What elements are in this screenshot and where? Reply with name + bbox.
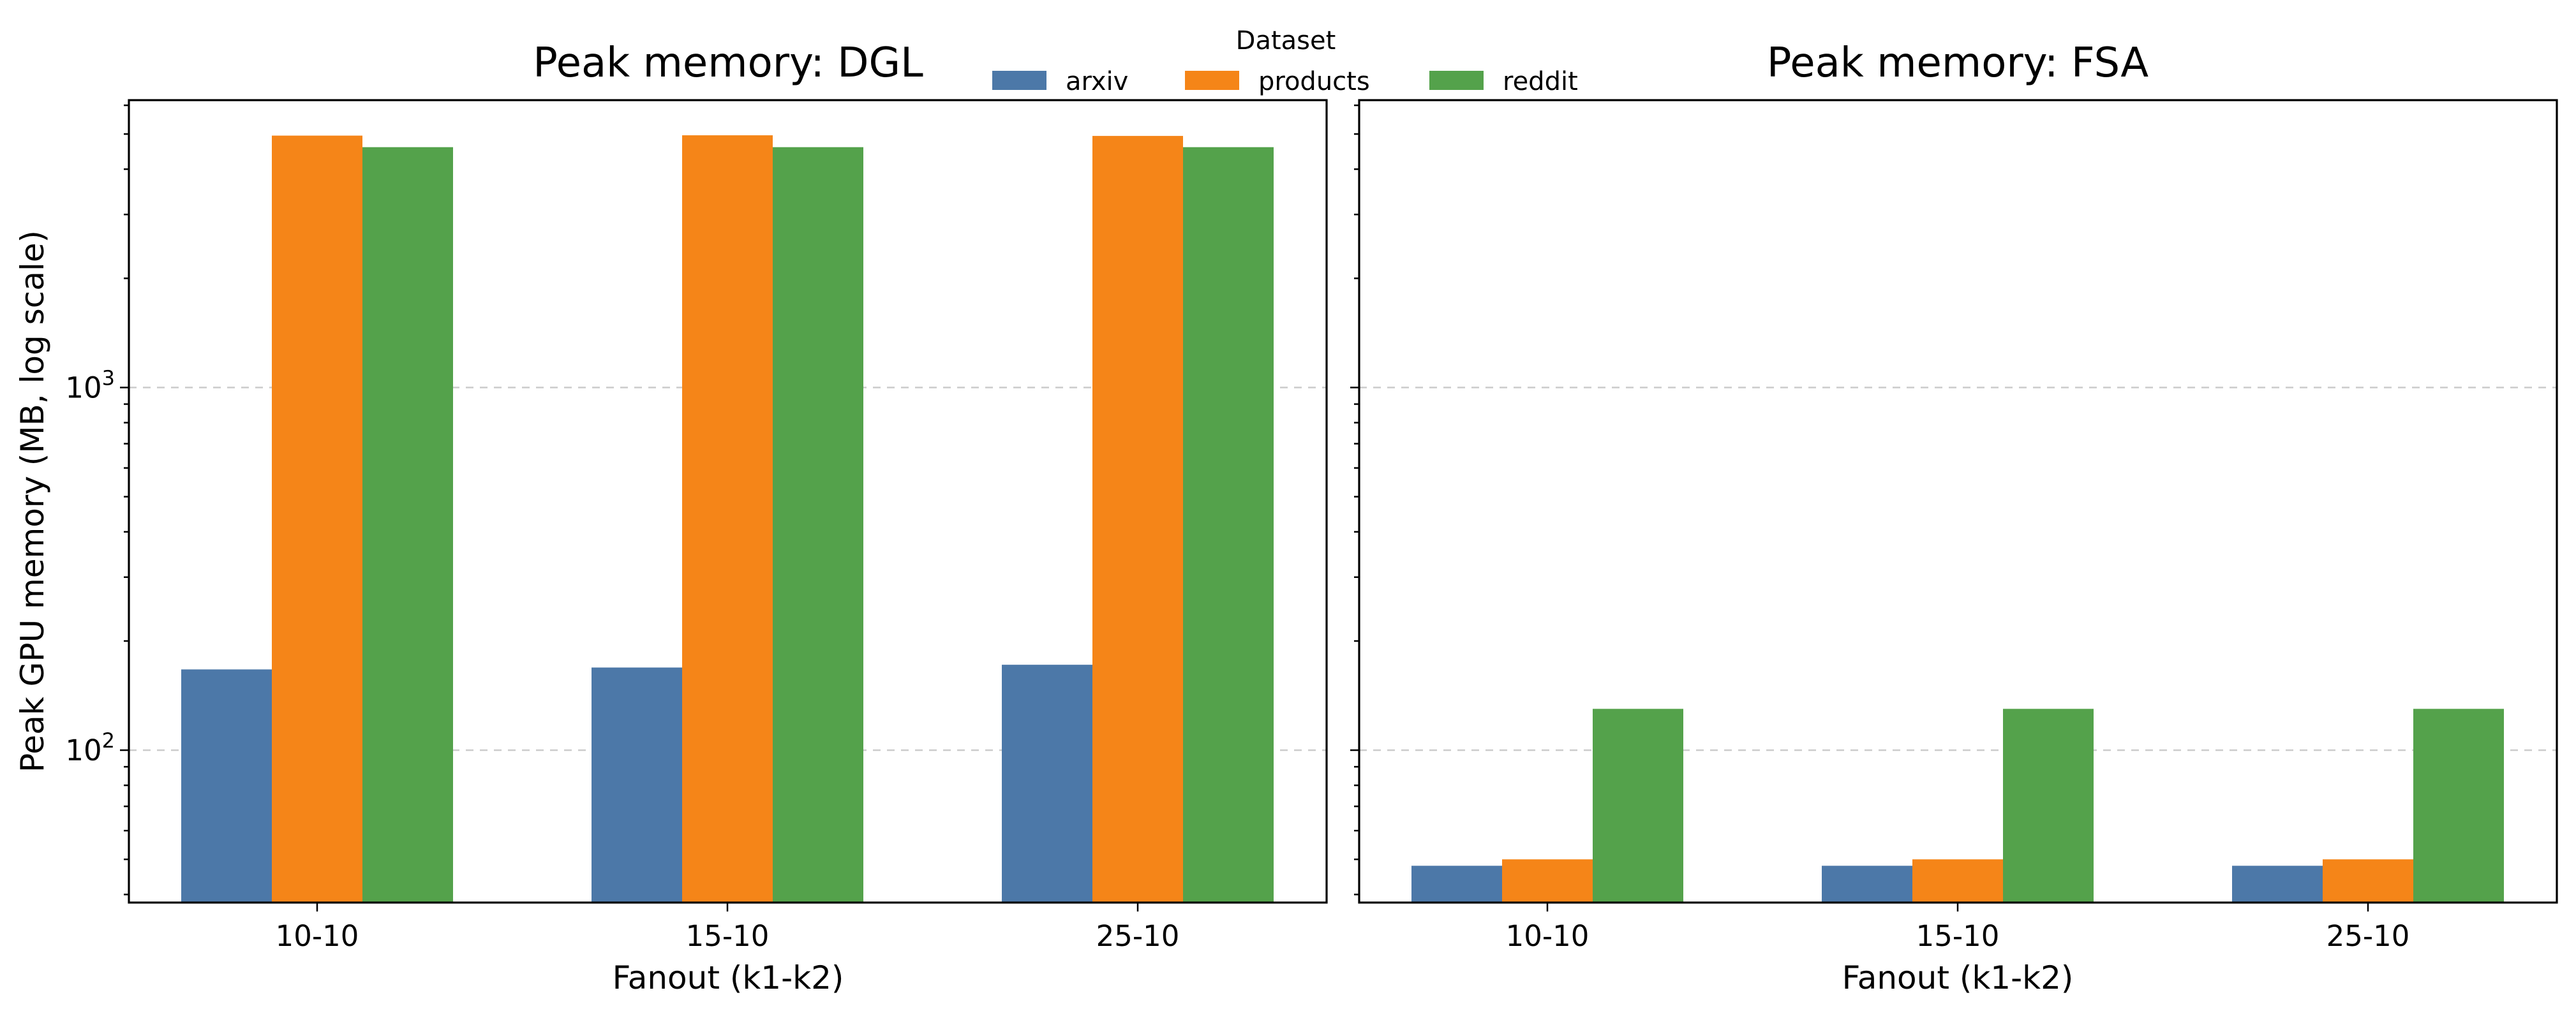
x-axis-label: Fanout (k1-k2) [1842, 959, 2074, 996]
y-tick-label: 102 [65, 728, 115, 767]
bar-reddit-25-10 [1183, 147, 1274, 903]
legend-swatch-arxiv [992, 71, 1046, 90]
bar-reddit-10-10 [1593, 709, 1683, 903]
legend-swatch-reddit [1429, 71, 1484, 90]
bar-group [1411, 709, 2504, 903]
panel-title: Peak memory: DGL [533, 40, 923, 87]
y-tick-label: 103 [65, 366, 115, 405]
legend-title: Dataset [1236, 26, 1336, 55]
bar-arxiv-15-10 [1822, 866, 1912, 903]
bar-arxiv-10-10 [181, 669, 272, 903]
legend: Dataset arxiv products reddit [992, 26, 1578, 96]
panel-fsa: Peak memory: FSA 10-10 15-10 25-10 Fanout … [1350, 40, 2558, 996]
y-ticks [1350, 104, 1359, 896]
x-tick-label: 15-10 [1916, 919, 2000, 953]
legend-label-arxiv: arxiv [1066, 67, 1128, 96]
bar-arxiv-10-10 [1411, 866, 1502, 903]
bar-arxiv-25-10 [2232, 866, 2323, 903]
x-tick-label: 15-10 [686, 919, 770, 953]
bar-products-10-10 [1502, 859, 1593, 903]
x-tick-label: 25-10 [2327, 919, 2410, 953]
legend-label-reddit: reddit [1503, 67, 1578, 96]
bar-products-25-10 [2323, 859, 2413, 903]
bar-reddit-25-10 [2413, 709, 2504, 903]
bar-products-15-10 [682, 135, 773, 903]
x-tick-label: 25-10 [1096, 919, 1180, 953]
legend-label-products: products [1258, 67, 1370, 96]
x-tick-label: 10-10 [1506, 919, 1590, 953]
bar-products-25-10 [1092, 136, 1183, 903]
bar-reddit-15-10 [2003, 709, 2094, 903]
y-ticks: 102 103 [65, 104, 129, 896]
x-ticks: 10-10 15-10 25-10 [276, 903, 1180, 953]
x-ticks: 10-10 15-10 25-10 [1506, 903, 2410, 953]
bar-reddit-10-10 [362, 147, 453, 903]
grid-lines [1359, 387, 2557, 751]
bar-reddit-15-10 [773, 147, 863, 903]
x-tick-label: 10-10 [276, 919, 359, 953]
y-axis-label: Peak GPU memory (MB, log scale) [14, 230, 51, 772]
legend-swatch-products [1185, 71, 1239, 90]
bar-products-15-10 [1912, 859, 2003, 903]
bar-group [181, 135, 1274, 903]
bar-arxiv-25-10 [1002, 665, 1092, 903]
x-axis-label: Fanout (k1-k2) [613, 959, 844, 996]
bar-arxiv-15-10 [592, 667, 682, 903]
panel-title: Peak memory: FSA [1767, 40, 2148, 87]
bar-products-10-10 [272, 135, 362, 903]
